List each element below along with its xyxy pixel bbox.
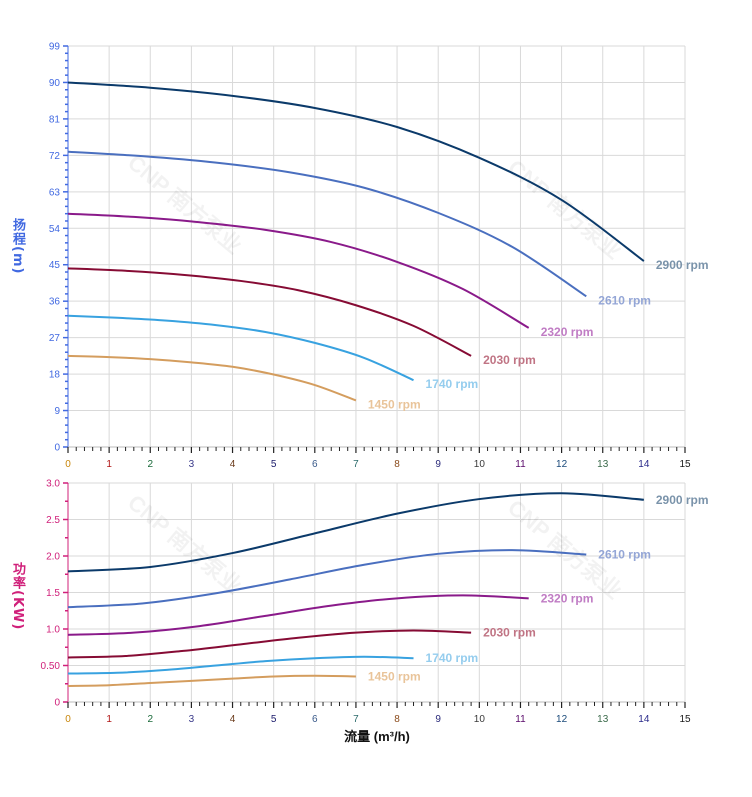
series-line-2030-rpm [67, 629, 472, 659]
x-tick-label: 6 [312, 459, 318, 470]
x-tick-label: 5 [271, 714, 277, 725]
x-tick-label: 10 [474, 714, 486, 725]
y-tick-label: 9 [54, 406, 60, 417]
x-tick-label: 9 [435, 714, 441, 725]
x-tick-label: 2 [147, 714, 153, 725]
series-label: 2320 rpm [541, 325, 594, 339]
y-tick-label: 3.0 [46, 479, 60, 490]
x-tick-label: 14 [638, 459, 650, 470]
y-tick-label: 1.5 [46, 588, 60, 599]
x-tick-label: 12 [556, 714, 568, 725]
y-tick-label: 0.50 [41, 661, 61, 672]
series-label: 2030 rpm [483, 353, 536, 367]
series-line-2320-rpm [67, 212, 530, 329]
head-y-axis-label: 扬程(m) [10, 218, 25, 275]
y-tick-label: 45 [49, 260, 61, 271]
series-line-2900-rpm [67, 492, 644, 573]
series-line-1450-rpm [67, 674, 356, 687]
watermark-logo: CNP 南方泵业 [503, 155, 626, 264]
x-tick-label: 3 [189, 459, 195, 470]
power-chart: 00.501.01.52.02.53.00 1 2 3 4 5 6 7 8 9 10 11 12 13 14… [41, 479, 709, 745]
series-line-2610-rpm [67, 549, 587, 609]
y-tick-label: 0 [54, 443, 60, 454]
series-label: 2900 rpm [656, 258, 709, 272]
x-tick-label: 6 [312, 714, 318, 725]
y-tick-label: 54 [49, 224, 61, 235]
x-axis-label: 流量 (m³/h) [344, 729, 410, 744]
y-tick-label: 90 [49, 78, 61, 89]
x-tick-label: 8 [394, 459, 400, 470]
watermark-logo: CNP 南方泵业 [123, 490, 246, 599]
x-tick-label: 0 [65, 459, 71, 470]
series-label: 1740 rpm [426, 651, 479, 665]
y-tick-label: 81 [49, 114, 61, 125]
y-tick-label: 1.0 [46, 625, 60, 636]
series-line-2320-rpm [67, 594, 529, 636]
y-tick-label: 2.5 [46, 515, 60, 526]
series-label: 1740 rpm [426, 377, 479, 391]
x-tick-label: 8 [394, 714, 400, 725]
x-tick-label: 11 [515, 714, 526, 725]
series-label: 2610 rpm [598, 548, 651, 562]
x-tick-label: 5 [271, 459, 277, 470]
x-tick-label: 4 [230, 714, 236, 725]
y-tick-label: 18 [49, 370, 61, 381]
x-tick-label: 13 [597, 459, 609, 470]
x-tick-label: 13 [597, 714, 609, 725]
series-line-1450-rpm [67, 354, 357, 402]
x-tick-label: 12 [556, 459, 568, 470]
series-label: 2900 rpm [656, 493, 709, 507]
x-tick-label: 9 [435, 459, 441, 470]
y-tick-label: 27 [49, 333, 61, 344]
series-label: 2030 rpm [483, 626, 536, 640]
y-tick-label: 0 [54, 698, 60, 709]
x-tick-label: 14 [638, 714, 650, 725]
y-tick-label: 2.0 [46, 552, 60, 563]
series-line-2030-rpm [67, 267, 472, 357]
x-tick-label: 7 [353, 714, 359, 725]
series-line-2900-rpm [67, 81, 645, 262]
x-tick-label: 1 [106, 714, 112, 725]
x-tick-label: 3 [189, 714, 195, 725]
series-line-1740-rpm [67, 655, 414, 675]
watermark-logo: CNP 南方泵业 [123, 150, 246, 259]
x-tick-label: 10 [474, 459, 486, 470]
series-label: 2610 rpm [598, 293, 651, 307]
x-tick-label: 4 [230, 459, 236, 470]
series-line-1740-rpm [67, 314, 414, 382]
y-tick-label: 72 [49, 151, 61, 162]
y-tick-label: 99 [49, 42, 61, 53]
series-label: 1450 rpm [368, 397, 421, 411]
x-tick-label: 1 [106, 459, 112, 470]
series-line-2610-rpm [67, 150, 587, 298]
x-tick-label: 7 [353, 459, 359, 470]
y-tick-label: 36 [49, 297, 61, 308]
y-tick-label: 63 [49, 187, 61, 198]
series-label: 2320 rpm [541, 591, 594, 605]
power-y-axis-label: 功率(KW) [10, 562, 25, 631]
x-tick-label: 11 [515, 459, 526, 470]
series-label: 1450 rpm [368, 669, 421, 683]
x-tick-label: 2 [147, 459, 153, 470]
x-tick-label: 0 [65, 714, 71, 725]
x-tick-label: 15 [679, 714, 691, 725]
x-tick-label: 15 [679, 459, 691, 470]
